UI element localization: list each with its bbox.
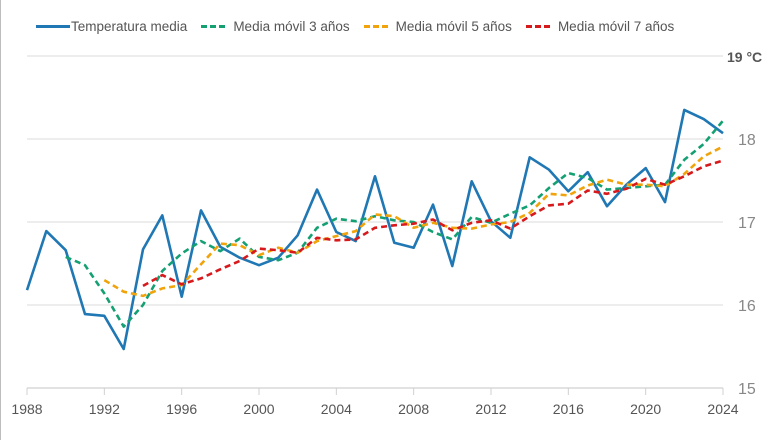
- legend-swatch: [363, 25, 388, 28]
- series-line-temperatura-media: [25, 108, 724, 351]
- series-line-media-movil-3: [65, 119, 725, 328]
- x-tick-label: 2020: [630, 401, 661, 417]
- legend-swatch: [525, 25, 550, 28]
- legend-swatch: [201, 25, 226, 28]
- legend-item: Media móvil 5 años: [363, 19, 512, 34]
- x-tick-label: 1992: [89, 401, 120, 417]
- legend-item: Media móvil 3 años: [201, 19, 350, 34]
- legend: Temperatura media Media móvil 3 años Media…: [36, 19, 688, 34]
- x-tick-label: 1996: [166, 401, 197, 417]
- legend-swatch: [36, 25, 70, 28]
- x-tick-label: 2016: [553, 401, 584, 417]
- legend-label: Media móvil 3 años: [233, 19, 350, 34]
- y-tick-label: 18: [738, 132, 756, 149]
- series-line-media-movil-7: [142, 159, 724, 288]
- legend-item: Temperatura media: [36, 19, 187, 34]
- legend-label: Media móvil 7 años: [557, 19, 675, 34]
- x-tick-label: 2012: [475, 401, 506, 417]
- y-tick-label: 19 °C: [727, 49, 762, 65]
- y-tick-label: 15: [738, 381, 756, 398]
- x-tick-label: 2024: [707, 401, 738, 417]
- x-tick-label: 2000: [243, 401, 274, 417]
- y-tick-label: 17: [738, 215, 756, 232]
- series-line-media-movil-5: [103, 145, 724, 298]
- y-tick-label: 16: [738, 298, 756, 315]
- x-tick-label: 1988: [11, 401, 42, 417]
- x-tick-label: 2008: [398, 401, 429, 417]
- legend-item: Media móvil 7 años: [525, 19, 675, 34]
- legend-label: Temperatura media: [71, 19, 188, 34]
- legend-label: Media móvil 5 años: [395, 19, 512, 34]
- x-tick-label: 2004: [321, 401, 352, 417]
- left-border: [0, 0, 1, 440]
